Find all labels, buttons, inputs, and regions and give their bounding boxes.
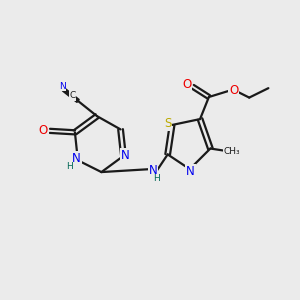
Text: H: H: [66, 162, 73, 171]
Text: C: C: [69, 91, 76, 100]
Text: O: O: [182, 78, 191, 91]
Text: N: N: [59, 82, 66, 91]
Text: O: O: [229, 84, 239, 97]
Text: N: N: [186, 165, 195, 178]
Text: H: H: [153, 174, 160, 183]
Text: N: N: [121, 149, 129, 162]
Text: N: N: [148, 164, 157, 177]
Text: O: O: [39, 124, 48, 137]
Text: CH₃: CH₃: [224, 147, 241, 156]
Text: N: N: [72, 152, 81, 165]
Text: S: S: [164, 117, 171, 130]
